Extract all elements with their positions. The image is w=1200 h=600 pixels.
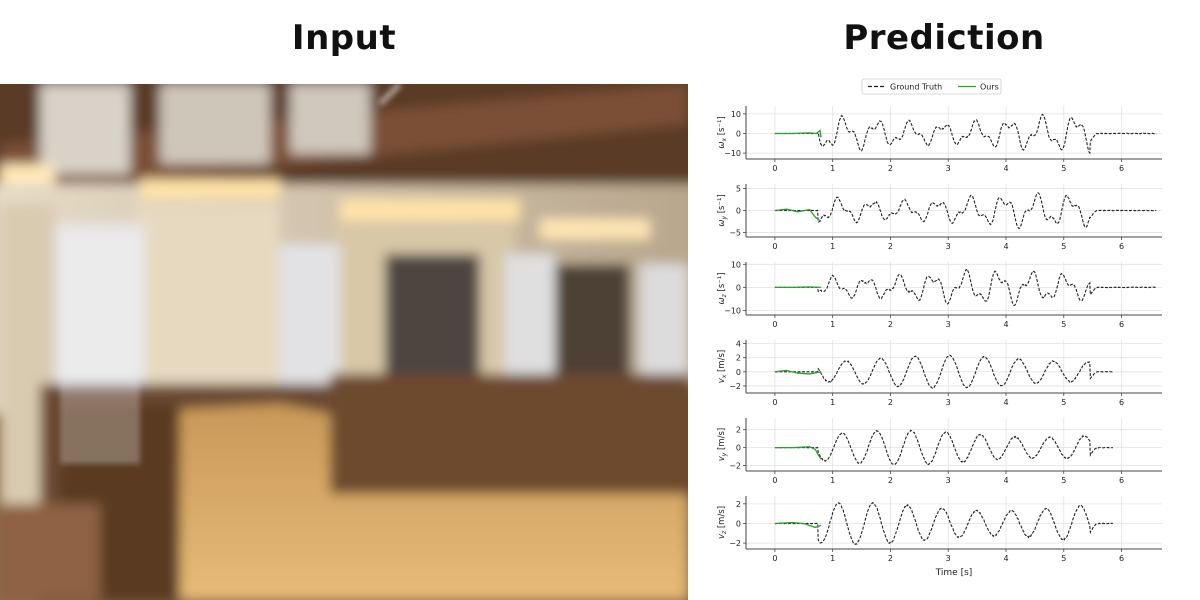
x-tick-label: 6 xyxy=(1119,398,1124,407)
x-tick-label: 5 xyxy=(1061,554,1066,563)
x-tick-label: 2 xyxy=(888,320,893,329)
ground-truth-line xyxy=(774,502,1113,545)
y-tick-label: 0 xyxy=(736,207,741,216)
x-tick-label: 3 xyxy=(946,398,951,407)
prediction-title: Prediction xyxy=(843,18,1045,58)
ground-truth-line xyxy=(774,429,1113,466)
x-tick-label: 1 xyxy=(830,242,835,251)
ground-truth-line xyxy=(774,354,1114,389)
x-tick-label: 2 xyxy=(888,242,893,251)
chart-panel-4: −2 0 2 4 0 1 2 3 4 5 6 vx [m/s] xyxy=(717,340,1162,407)
input-title: Input xyxy=(291,18,397,58)
y-tick-label: 4 xyxy=(736,340,741,349)
y-axis-label: ωy [s⁻¹] xyxy=(717,194,728,226)
x-tick-label: 0 xyxy=(772,320,777,329)
x-tick-label: 3 xyxy=(946,476,951,485)
x-tick-label: 5 xyxy=(1061,242,1066,251)
input-image xyxy=(0,84,688,600)
x-tick-label: 0 xyxy=(772,164,777,173)
y-axis-label: ωz [s⁻¹] xyxy=(717,273,728,305)
x-tick-label: 3 xyxy=(946,320,951,329)
x-tick-label: 6 xyxy=(1119,320,1124,329)
x-tick-label: 2 xyxy=(888,164,893,173)
y-tick-label: 2 xyxy=(736,426,741,435)
chart-panel-5: −2 0 2 0 1 2 3 4 5 6 vy [m/s] xyxy=(717,418,1162,485)
ours-line xyxy=(774,521,822,529)
x-tick-label: 6 xyxy=(1119,476,1124,485)
x-tick-label: 5 xyxy=(1061,398,1066,407)
ground-truth-line xyxy=(774,268,1157,306)
x-tick-label: 0 xyxy=(772,554,777,563)
x-tick-label: 1 xyxy=(830,554,835,563)
x-tick-label: 5 xyxy=(1061,476,1066,485)
ground-truth-line xyxy=(774,113,1157,155)
x-tick-label: 2 xyxy=(888,554,893,563)
x-tick-label: 0 xyxy=(772,476,777,485)
x-tick-label: 3 xyxy=(946,242,951,251)
x-tick-label: 1 xyxy=(830,476,835,485)
legend-ground-truth-label: Ground Truth xyxy=(890,83,942,92)
legend-box xyxy=(861,78,1002,95)
x-tick-label: 0 xyxy=(772,242,777,251)
y-tick-label: 0 xyxy=(736,129,741,138)
y-tick-label: −2 xyxy=(729,539,741,548)
x-tick-label: 2 xyxy=(888,398,893,407)
ours-line xyxy=(774,208,822,223)
x-axis-label: Time [s] xyxy=(935,568,973,578)
ours-line xyxy=(774,129,822,138)
legend-ours-label: Ours xyxy=(980,83,999,92)
y-tick-label: −2 xyxy=(729,462,741,471)
x-tick-label: 5 xyxy=(1061,164,1066,173)
y-axis-label: ωx [s⁻¹] xyxy=(717,116,728,148)
chart-panel-3: −10 0 10 0 1 2 3 4 5 6 ωz [s⁻¹] xyxy=(717,260,1162,329)
x-tick-label: 2 xyxy=(888,476,893,485)
ours-line xyxy=(774,446,822,460)
x-tick-label: 4 xyxy=(1003,242,1008,251)
ours-line xyxy=(774,369,822,375)
x-tick-label: 1 xyxy=(830,398,835,407)
x-tick-label: 1 xyxy=(830,164,835,173)
y-axis-label: vy [m/s] xyxy=(717,428,728,462)
legend: Ground Truth Ours xyxy=(861,78,1002,95)
x-tick-label: 4 xyxy=(1003,164,1008,173)
y-axis-label: vz [m/s] xyxy=(717,506,728,539)
x-tick-label: 4 xyxy=(1003,554,1008,563)
x-tick-label: 4 xyxy=(1003,398,1008,407)
x-tick-label: 4 xyxy=(1003,476,1008,485)
chart-panel-2: −5 0 5 0 1 2 3 4 5 6 ωy [s⁻¹] xyxy=(717,184,1162,251)
y-tick-label: 0 xyxy=(736,444,741,453)
x-tick-label: 1 xyxy=(830,320,835,329)
y-tick-label: 0 xyxy=(736,283,741,292)
x-tick-label: 6 xyxy=(1119,164,1124,173)
y-tick-label: 0 xyxy=(736,519,741,528)
y-tick-label: 10 xyxy=(731,260,741,269)
y-tick-label: 10 xyxy=(731,110,741,119)
chart-panel-6: −2 0 2 0 1 2 3 4 5 6 vz [m/s] Time [s] xyxy=(717,496,1162,578)
x-tick-label: 5 xyxy=(1061,320,1066,329)
y-tick-label: 2 xyxy=(736,354,741,363)
y-tick-label: −2 xyxy=(729,382,741,391)
y-tick-label: −10 xyxy=(724,306,741,315)
x-tick-label: 6 xyxy=(1119,554,1124,563)
ground-truth-line xyxy=(774,192,1157,230)
x-tick-label: 3 xyxy=(946,554,951,563)
y-tick-label: 0 xyxy=(736,368,741,377)
x-tick-label: 3 xyxy=(946,164,951,173)
y-tick-label: −10 xyxy=(724,149,741,158)
x-tick-label: 0 xyxy=(772,398,777,407)
chart-panel-1: −10 0 10 0 1 2 3 4 5 6 ωx [s⁻¹] xyxy=(717,106,1162,173)
x-tick-label: 4 xyxy=(1003,320,1008,329)
y-tick-label: 5 xyxy=(736,184,741,193)
y-tick-label: −5 xyxy=(729,229,741,238)
y-axis-label: vx [m/s] xyxy=(717,350,728,384)
x-tick-label: 6 xyxy=(1119,242,1124,251)
y-tick-label: 2 xyxy=(736,500,741,509)
